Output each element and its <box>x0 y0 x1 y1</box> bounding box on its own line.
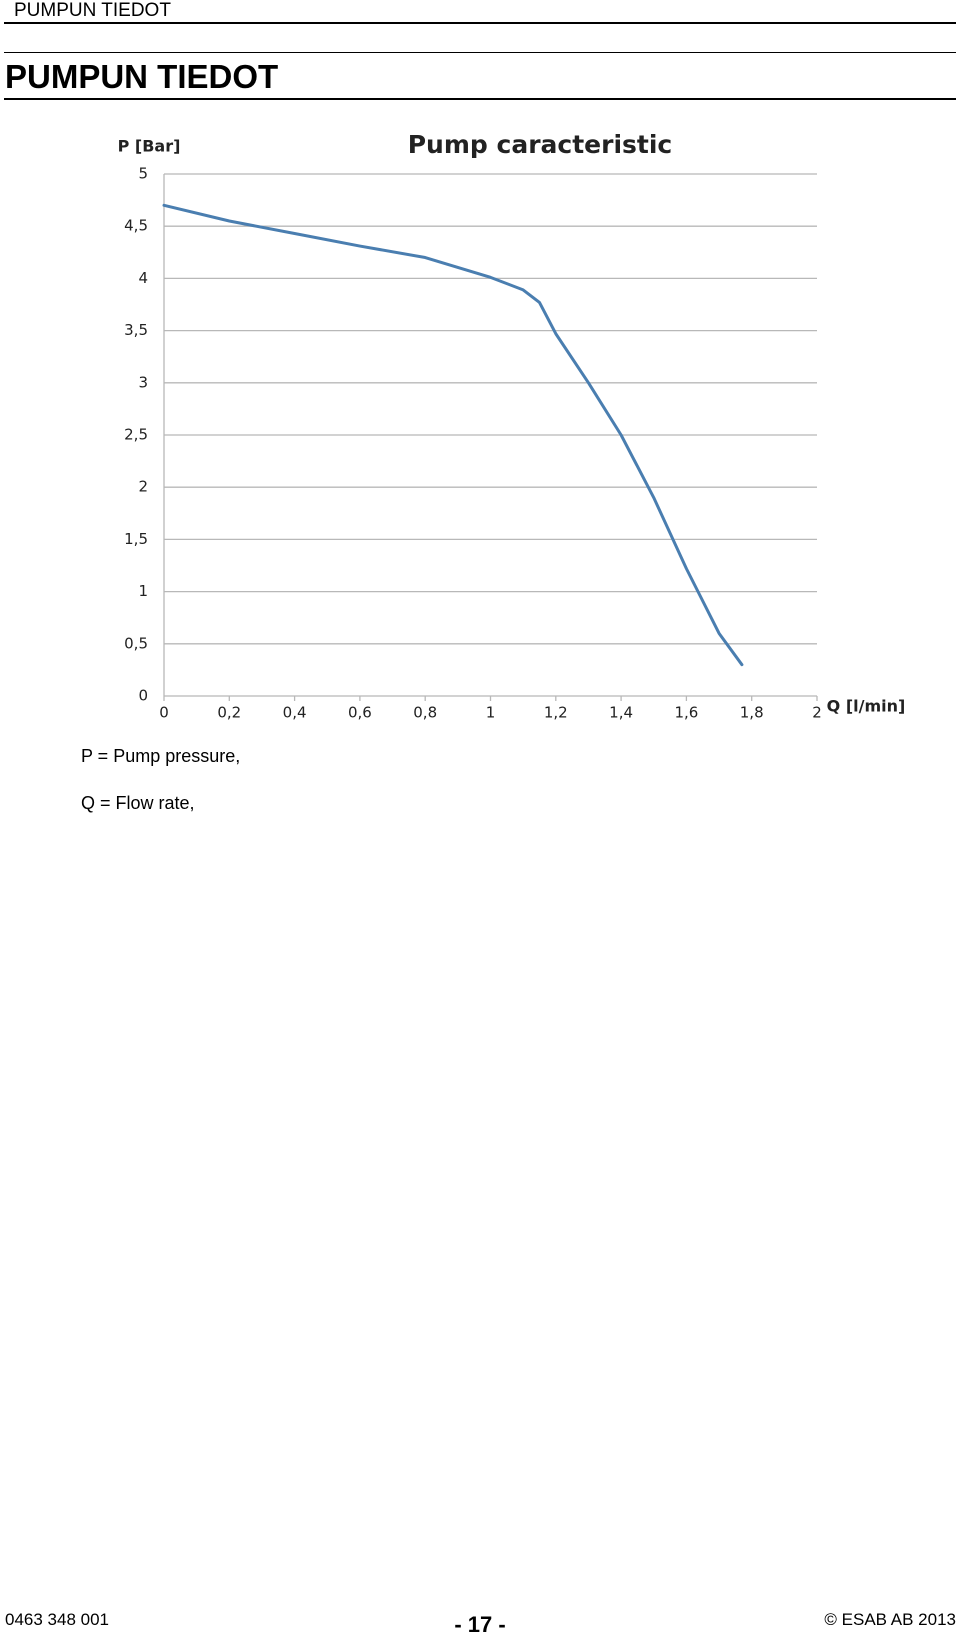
doc-number: 0463 348 001 <box>5 1610 109 1629</box>
y-tick-label: 3 <box>138 373 148 391</box>
page-title: PUMPUN TIEDOT <box>5 58 279 95</box>
y-tick-label: 1,5 <box>124 530 148 548</box>
x-tick-label: 0,6 <box>348 704 372 722</box>
rule <box>4 52 956 53</box>
copyright: © ESAB AB 2013 <box>824 1610 956 1629</box>
y-tick-label: 4,5 <box>124 217 148 235</box>
rule <box>4 98 956 100</box>
x-tick-label: 0 <box>159 704 169 722</box>
x-tick-label: 1,4 <box>609 704 633 722</box>
y-tick-label: 3,5 <box>124 321 148 339</box>
note: P = Pump pressure, <box>81 746 241 766</box>
y-tick-label: 0,5 <box>124 634 148 652</box>
x-tick-label: 0,4 <box>283 704 307 722</box>
page-number: - 17 - <box>454 1612 506 1637</box>
x-tick-label: 1,2 <box>544 704 568 722</box>
x-tick-label: 1 <box>486 704 496 722</box>
x-tick-label: 1,8 <box>740 704 764 722</box>
chart: Pump caracteristic P [Bar] Q [l/min] 0 0,… <box>118 130 906 722</box>
x-tick-label: 1,6 <box>674 704 698 722</box>
x-axis-label: Q [l/min] <box>827 697 906 716</box>
x-tick-label: 0,2 <box>217 704 241 722</box>
y-tick-label: 0 <box>138 687 148 705</box>
y-tick-label: 4 <box>138 269 148 287</box>
data-line <box>162 203 744 667</box>
note: Q = Flow rate, <box>81 793 195 813</box>
y-tick-label: 2,5 <box>124 426 148 444</box>
y-tick-label: 2 <box>138 478 148 496</box>
x-tick-label: 0,8 <box>413 704 437 722</box>
running-title: PUMPUN TIEDOT <box>14 0 171 21</box>
y-axis-label: P [Bar] <box>118 137 181 156</box>
x-tick-label: 2 <box>812 704 822 722</box>
chart-title: Pump caracteristic <box>408 130 673 159</box>
y-tick-label: 5 <box>138 165 148 183</box>
y-tick-label: 1 <box>138 582 148 600</box>
rule <box>4 22 956 24</box>
